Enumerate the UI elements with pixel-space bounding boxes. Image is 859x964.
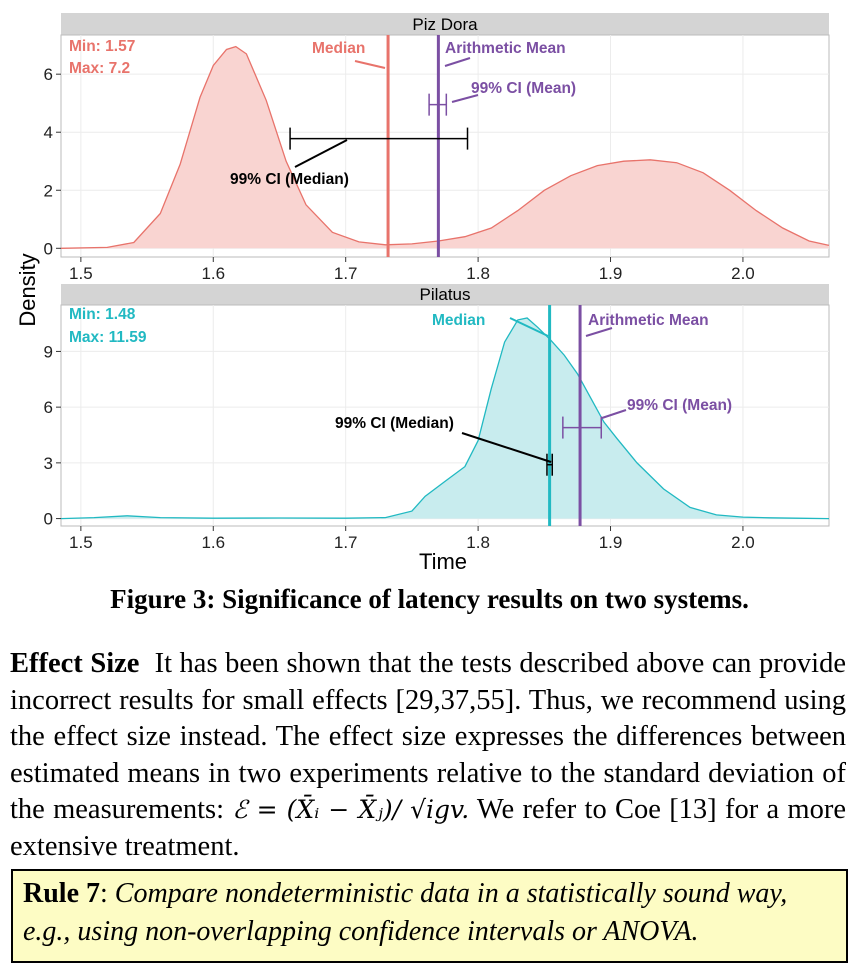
y-axis: 0 3 6 9 [44, 342, 61, 529]
ci-mean-errorbar [562, 416, 602, 439]
panel-title: Piz Dora [412, 15, 478, 34]
x-tick-label: 1.9 [599, 533, 623, 552]
panel-pilatus: Pilatus Min: 1.48 Max: 11.59 Median Arit… [44, 284, 830, 552]
y-axis-label: Density [15, 253, 40, 326]
x-tick-label: 1.6 [201, 264, 225, 283]
mean-annotation: Arithmetic Mean [588, 312, 709, 329]
figure: Piz Dora Min: 1.57 Max: 7.2 Median Arith… [15, 13, 830, 574]
x-tick-label: 1.5 [69, 264, 93, 283]
ci-median-errorbar [289, 127, 469, 150]
ci-mean-pointer [451, 94, 479, 103]
x-tick-label: 1.7 [334, 264, 358, 283]
paragraph-lead: Effect Size [10, 648, 140, 679]
ci-median-annotation: 99% CI (Median) [230, 171, 349, 188]
ci-mean-errorbar [428, 93, 448, 116]
ci-mean-annotation: 99% CI (Mean) [627, 397, 732, 414]
panel-piz-dora: Piz Dora Min: 1.57 Max: 7.2 Median Arith… [44, 13, 830, 283]
rule-name: Rule 7 [23, 878, 100, 909]
density-curve [60, 45, 830, 249]
strip-background [61, 13, 829, 35]
mean-pointer [444, 57, 471, 67]
max-label: Max: 7.2 [69, 60, 130, 77]
y-tick-label: 6 [44, 65, 53, 84]
x-tick-label: 2.0 [731, 264, 755, 283]
median-pointer [509, 317, 549, 337]
x-axis: 1.5 1.6 1.7 1.8 1.9 2.0 [69, 526, 755, 552]
y-axis: 0 2 4 6 [44, 65, 61, 258]
min-label: Min: 1.48 [69, 306, 136, 323]
y-tick-label: 0 [44, 239, 53, 258]
x-tick-label: 1.8 [466, 264, 490, 283]
x-axis-label: Time [419, 549, 467, 574]
x-tick-label: 2.0 [731, 533, 755, 552]
y-tick-label: 9 [44, 342, 53, 361]
x-tick-label: 1.7 [334, 533, 358, 552]
max-label: Max: 11.59 [69, 329, 147, 346]
median-pointer [354, 60, 386, 69]
y-tick-label: 4 [44, 123, 53, 142]
panel-title: Pilatus [419, 285, 470, 304]
x-axis: 1.5 1.6 1.7 1.8 1.9 2.0 [69, 257, 755, 283]
strip-background [61, 284, 829, 305]
density-area [61, 46, 829, 249]
x-tick-label: 1.6 [201, 533, 225, 552]
ci-median-annotation: 99% CI (Median) [335, 415, 454, 432]
density-curve [60, 317, 830, 520]
ci-median-pointer [294, 139, 348, 168]
paragraph-text: It has been shown that the tests describ… [10, 648, 846, 825]
x-tick-label: 1.8 [466, 533, 490, 552]
density-area [61, 318, 829, 519]
ci-mean-pointer [601, 409, 627, 419]
min-label: Min: 1.57 [69, 38, 135, 55]
paragraph-tail: We refer to Coe [13] for a more extensiv… [10, 794, 846, 862]
figure-caption: Figure 3: Significance of latency result… [110, 584, 749, 614]
ci-median-errorbar [546, 453, 554, 476]
median-annotation: Median [312, 40, 365, 57]
mean-pointer [585, 327, 613, 337]
ci-median-pointer [461, 432, 552, 463]
median-annotation: Median [432, 312, 485, 329]
ci-mean-annotation: 99% CI (Mean) [471, 80, 576, 97]
rule-text: Compare nondeterministic data in a stati… [23, 878, 788, 947]
y-tick-label: 2 [44, 181, 53, 200]
y-tick-label: 6 [44, 398, 53, 417]
mean-annotation: Arithmetic Mean [445, 40, 566, 57]
rule-box: Rule 7: Compare nondeterministic data in… [11, 869, 848, 963]
y-tick-label: 0 [44, 510, 53, 529]
x-tick-label: 1.5 [69, 533, 93, 552]
effect-size-formula: ℰ = (X̄ᵢ − X̄ⱼ)/ √igv. [232, 795, 470, 824]
y-tick-label: 3 [44, 454, 53, 473]
body-paragraph: Effect Size It has been shown that the t… [10, 646, 846, 865]
x-tick-label: 1.9 [599, 264, 623, 283]
